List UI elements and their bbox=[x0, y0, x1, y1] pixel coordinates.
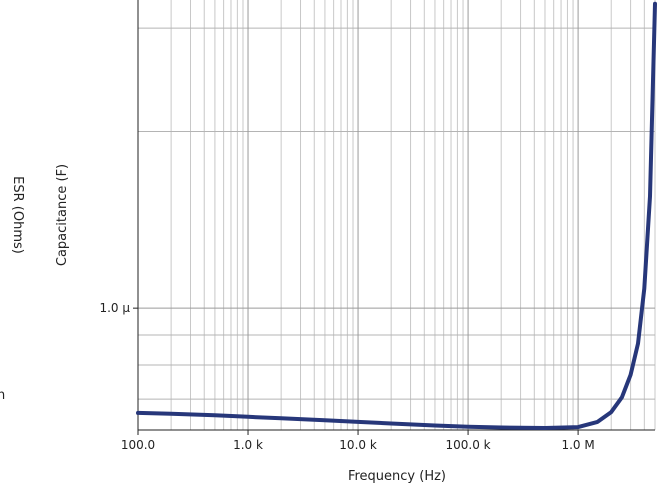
grid-major-lines bbox=[138, 0, 655, 430]
x-tick-label: 1.0 k bbox=[233, 438, 263, 452]
tick-labels: 100.0 1.0 k 10.0 k 100.0 k 1.0 M 1.0 µ bbox=[99, 301, 594, 452]
x-axis-title: Frequency (Hz) bbox=[348, 469, 446, 484]
x-tick-label: 100.0 k bbox=[446, 438, 491, 452]
y-tick-label: 1.0 µ bbox=[99, 301, 130, 315]
series-line-1 bbox=[136, 1, 657, 430]
grid-minor-lines bbox=[138, 0, 656, 430]
x-tick-label: 1.0 M bbox=[561, 438, 594, 452]
tick-marks bbox=[133, 307, 579, 435]
series-layer bbox=[136, 1, 657, 430]
secondary-y-axis-title: ESR (Ohms) bbox=[10, 176, 25, 254]
partial-label: n bbox=[0, 388, 5, 403]
x-tick-label: 100.0 bbox=[121, 438, 155, 452]
y-axis-title: Capacitance (F) bbox=[55, 164, 70, 266]
x-tick-label: 10.0 k bbox=[339, 438, 377, 452]
